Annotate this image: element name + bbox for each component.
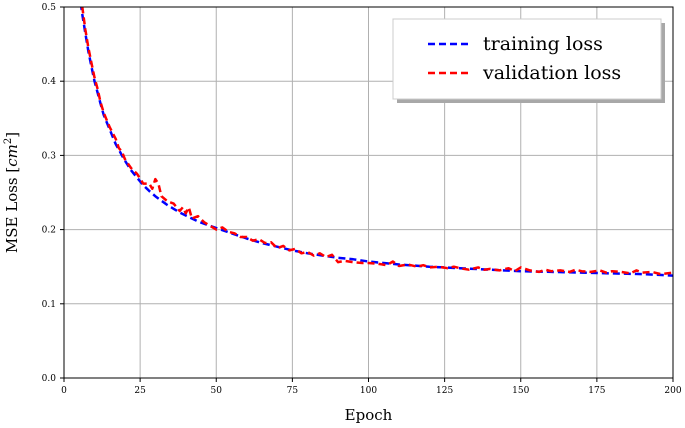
y-tick-label: 0.1	[42, 300, 56, 310]
x-tick-label: 200	[664, 386, 681, 396]
x-axis-ticks: 0 25 50 75 100 125 150 175 200	[61, 378, 682, 396]
x-tick-label: 100	[360, 386, 377, 396]
y-tick-label: 0.2	[42, 226, 56, 236]
legend: training loss validation loss	[392, 18, 665, 103]
x-tick-label: 75	[287, 386, 299, 396]
legend-label-training: training loss	[483, 33, 603, 55]
legend-box	[392, 18, 662, 100]
y-tick-label: 0.4	[42, 77, 57, 87]
series-layer	[80, 7, 673, 277]
x-tick-label: 25	[134, 386, 146, 396]
x-tick-label: 175	[588, 386, 605, 396]
y-tick-label: 0.0	[42, 374, 57, 384]
x-tick-label: 50	[211, 386, 223, 396]
y-axis-label-exponent: 2	[3, 138, 14, 144]
y-axis-label: MSE Loss [cm2]	[3, 132, 21, 253]
x-tick-label: 150	[512, 386, 529, 396]
y-axis-ticks: 0.0 0.1 0.2 0.3 0.4 0.5	[42, 3, 64, 384]
legend-label-validation: validation loss	[482, 62, 621, 84]
y-tick-label: 0.5	[42, 3, 57, 13]
x-tick-label: 0	[61, 386, 67, 396]
x-tick-label: 125	[436, 386, 453, 396]
y-axis-label-suffix: ]	[3, 132, 21, 138]
y-axis-label-unit: cm	[3, 144, 21, 167]
y-axis-label-prefix: MSE Loss [	[3, 167, 21, 253]
validation-loss-line	[81, 7, 673, 276]
x-axis-label: Epoch	[345, 406, 393, 424]
y-tick-label: 0.3	[42, 151, 57, 161]
